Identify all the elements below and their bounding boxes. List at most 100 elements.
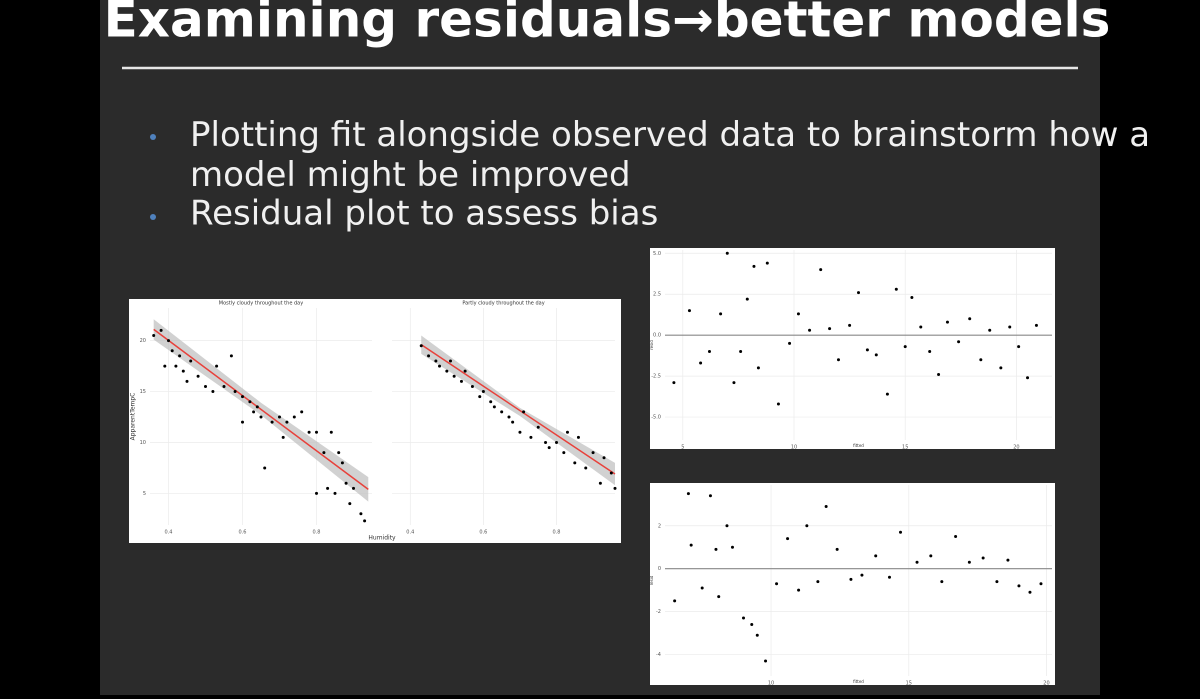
data-point xyxy=(359,512,363,516)
data-point xyxy=(438,364,442,368)
x-tick-label: 5 xyxy=(681,445,684,451)
data-point xyxy=(170,349,174,353)
plot-area xyxy=(665,485,1052,676)
data-point xyxy=(957,340,961,344)
y-tick-label: 0 xyxy=(658,566,661,572)
data-point xyxy=(511,420,515,424)
x-tick-label: 10 xyxy=(768,681,774,687)
data-point xyxy=(363,519,367,523)
data-point xyxy=(915,560,919,564)
data-point xyxy=(255,405,259,409)
data-point xyxy=(613,486,617,490)
data-point xyxy=(419,344,423,348)
data-point xyxy=(725,524,729,528)
bullet-text: Residual plot to assess bias xyxy=(190,194,658,234)
data-point xyxy=(1026,376,1030,380)
bullet-dot xyxy=(150,214,156,220)
data-point xyxy=(797,588,801,592)
data-point xyxy=(576,435,580,439)
y-axis-label: resid xyxy=(649,340,654,350)
data-point xyxy=(732,381,736,385)
data-point xyxy=(562,451,566,455)
data-point xyxy=(719,312,723,316)
data-point xyxy=(836,358,840,362)
bullet-line: Plotting fit alongside observed data to … xyxy=(190,115,1150,155)
data-point xyxy=(492,405,496,409)
data-point xyxy=(945,320,949,324)
data-point xyxy=(968,317,972,321)
y-axis-label: resid xyxy=(649,575,654,585)
data-point xyxy=(1006,558,1010,562)
data-point xyxy=(470,384,474,388)
data-point xyxy=(204,384,207,388)
data-point xyxy=(292,415,296,419)
data-point xyxy=(163,364,167,368)
data-point xyxy=(689,543,693,547)
data-point xyxy=(452,374,456,378)
data-point xyxy=(752,264,756,268)
data-point xyxy=(427,354,431,358)
data-point xyxy=(602,456,606,460)
data-point xyxy=(714,547,718,551)
data-point xyxy=(1008,325,1012,329)
data-point xyxy=(340,461,344,465)
data-point xyxy=(796,312,800,316)
panel-title: Partly cloudy throughout the day xyxy=(462,301,544,307)
y-tick-label: 0.0 xyxy=(653,333,661,339)
data-point xyxy=(189,359,193,363)
data-point xyxy=(352,486,355,490)
y-tick-label: 20 xyxy=(140,338,146,344)
data-point xyxy=(899,530,903,534)
data-point xyxy=(708,494,712,498)
data-point xyxy=(672,381,676,385)
data-point xyxy=(979,358,983,362)
x-axis-label: Humidity xyxy=(368,535,396,542)
confidence-band xyxy=(421,335,615,486)
data-point xyxy=(241,395,244,399)
data-point xyxy=(828,327,832,331)
plot-area xyxy=(665,250,1052,440)
data-point xyxy=(1017,584,1021,588)
data-point xyxy=(344,481,348,485)
data-point xyxy=(211,390,215,394)
confidence-band xyxy=(153,319,369,502)
data-point xyxy=(776,402,780,406)
data-point xyxy=(874,353,878,357)
data-point xyxy=(233,390,237,394)
data-point xyxy=(263,466,267,470)
data-point xyxy=(717,595,721,599)
data-point xyxy=(270,420,274,424)
data-point xyxy=(764,659,768,663)
data-point xyxy=(259,415,263,419)
data-point xyxy=(463,369,467,373)
y-tick-label: -2.5 xyxy=(651,374,661,380)
data-point xyxy=(988,328,992,332)
data-point xyxy=(529,435,533,439)
x-tick-label: 0.4 xyxy=(165,530,173,536)
bullet-dot xyxy=(150,134,156,140)
data-point xyxy=(281,435,285,439)
x-tick-label: 10 xyxy=(791,445,797,451)
data-point xyxy=(816,580,820,584)
x-axis-label: fitted xyxy=(853,443,864,448)
data-point xyxy=(824,504,828,508)
data-point xyxy=(775,582,779,586)
data-point xyxy=(326,486,330,490)
data-point xyxy=(565,430,569,434)
bullet-text: Plotting fit alongside observed data to … xyxy=(190,115,1150,195)
data-point xyxy=(700,586,704,590)
data-point xyxy=(725,251,729,255)
data-point xyxy=(609,471,613,475)
data-point xyxy=(954,535,958,539)
y-axis-label: ApparentTempC xyxy=(130,393,137,441)
data-point xyxy=(1028,590,1032,594)
data-point xyxy=(174,364,178,368)
y-tick-label: 2.5 xyxy=(653,292,661,298)
x-axis-label: fitted xyxy=(853,679,864,684)
data-point xyxy=(903,345,907,349)
y-tick-label: 2 xyxy=(658,523,661,529)
data-point xyxy=(215,364,219,368)
data-point xyxy=(967,560,971,564)
x-tick-label: 0.4 xyxy=(406,530,414,536)
data-point xyxy=(699,361,703,365)
